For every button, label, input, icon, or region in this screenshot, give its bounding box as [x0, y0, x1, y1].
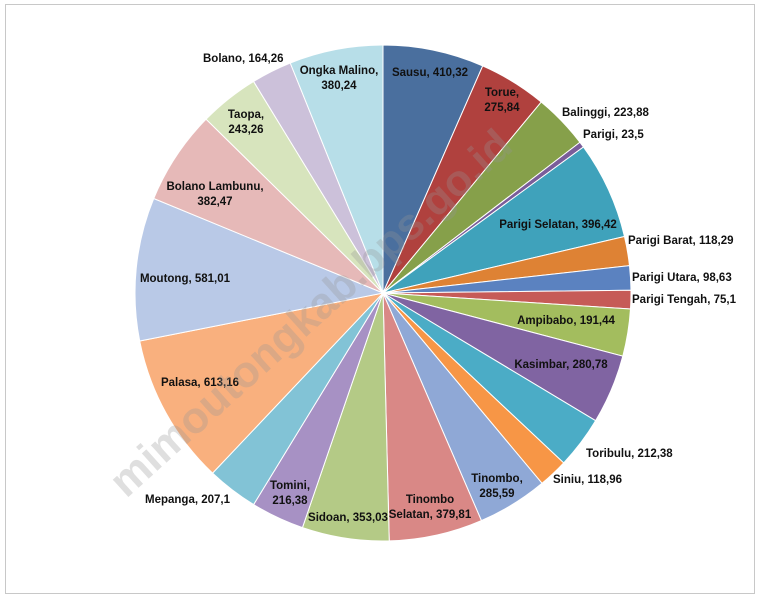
data-label-parigi-utara: Parigi Utara, 98,63: [632, 272, 732, 284]
data-label-sidoan: Sidoan, 353,03: [308, 512, 388, 524]
data-label-tinombo: Tinombo, 285,59: [471, 473, 523, 500]
pie-chart: Sausu, 410,32 Torue, 275,84 Balinggi, 223,8…: [134, 44, 737, 542]
data-label-parigi-barat: Parigi Barat, 118,29: [628, 235, 733, 247]
data-label-bolano-lambunu: Bolano Lambunu, 382,47: [166, 181, 263, 208]
data-label-torue: Torue, 275,84: [484, 87, 520, 114]
pie-slices: [134, 44, 632, 542]
data-label-moutong: Moutong, 581,01: [140, 273, 231, 285]
pie-slice-palasa: [139, 292, 385, 474]
data-label-tinombo-selatan: Tinombo Selatan, 379,81: [389, 494, 472, 521]
data-label-mepanga: Mepanga, 207,1: [145, 494, 231, 506]
data-label-bolano: Bolano, 164,26: [203, 53, 284, 65]
data-label-kasimbar: Kasimbar, 280,78: [514, 359, 608, 371]
data-label-toribulu: Toribulu, 212,38: [586, 448, 673, 460]
data-label-parigi-tengah: Parigi Tengah, 75,1: [632, 294, 737, 306]
data-label-siniu: Siniu, 118,96: [553, 474, 622, 486]
data-label-ampibabo: Ampibabo, 191,44: [517, 315, 615, 327]
data-label-sausu: Sausu, 410,32: [392, 67, 468, 79]
data-label-taopa: Taopa, 243,26: [228, 109, 264, 136]
data-label-parigi: Parigi, 23,5: [583, 129, 644, 141]
data-label-tomini: Tomini, 216,38: [270, 480, 310, 507]
pie-slice-moutong: [134, 197, 385, 342]
data-label-ongka-malino: Ongka Malino, 380,24: [300, 65, 379, 92]
pie-slice-ongka-malino: [289, 44, 384, 294]
data-label-palasa: Palasa, 613,16: [161, 377, 239, 389]
data-label-balinggi: Balinggi, 223,88: [562, 107, 650, 119]
data-labels: Sausu, 410,32 Torue, 275,84 Balinggi, 223,8…: [140, 53, 737, 524]
data-label-parigi-selatan: Parigi Selatan, 396,42: [499, 219, 617, 231]
